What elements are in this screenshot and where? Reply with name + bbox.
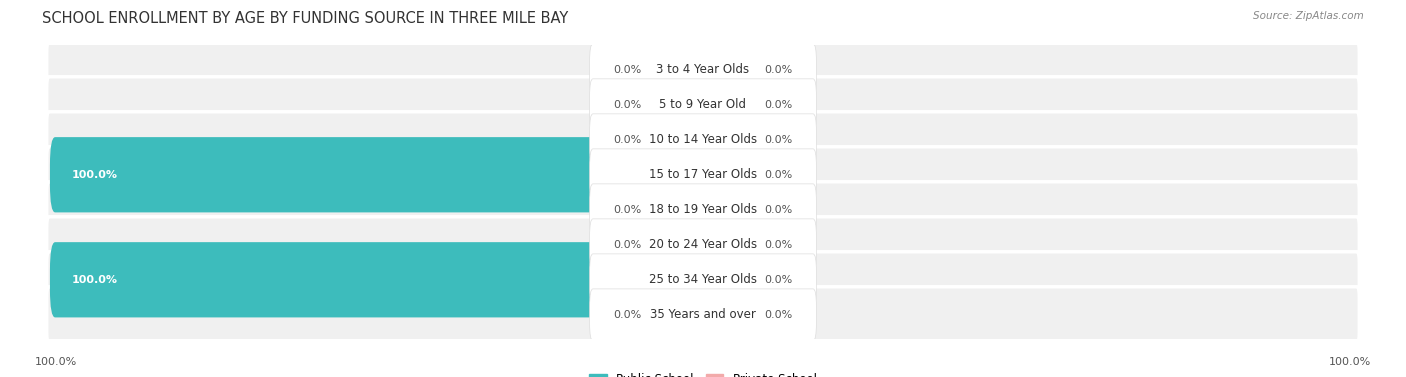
- FancyBboxPatch shape: [589, 254, 817, 306]
- Text: 10 to 14 Year Olds: 10 to 14 Year Olds: [650, 133, 756, 146]
- FancyBboxPatch shape: [51, 137, 709, 212]
- FancyBboxPatch shape: [697, 207, 761, 282]
- Text: 0.0%: 0.0%: [613, 135, 641, 145]
- Text: 0.0%: 0.0%: [613, 310, 641, 320]
- Text: 0.0%: 0.0%: [765, 310, 793, 320]
- Text: 0.0%: 0.0%: [765, 65, 793, 75]
- FancyBboxPatch shape: [645, 102, 709, 178]
- Text: 0.0%: 0.0%: [613, 65, 641, 75]
- FancyBboxPatch shape: [46, 112, 1360, 168]
- Text: 35 Years and over: 35 Years and over: [650, 308, 756, 321]
- FancyBboxPatch shape: [46, 147, 1360, 203]
- FancyBboxPatch shape: [697, 172, 761, 247]
- FancyBboxPatch shape: [46, 252, 1360, 308]
- Text: SCHOOL ENROLLMENT BY AGE BY FUNDING SOURCE IN THREE MILE BAY: SCHOOL ENROLLMENT BY AGE BY FUNDING SOUR…: [42, 11, 568, 26]
- Text: 25 to 34 Year Olds: 25 to 34 Year Olds: [650, 273, 756, 286]
- Text: 100.0%: 100.0%: [35, 357, 77, 367]
- FancyBboxPatch shape: [589, 184, 817, 236]
- FancyBboxPatch shape: [645, 172, 709, 247]
- Text: Source: ZipAtlas.com: Source: ZipAtlas.com: [1253, 11, 1364, 21]
- FancyBboxPatch shape: [645, 207, 709, 282]
- FancyBboxPatch shape: [51, 242, 709, 317]
- FancyBboxPatch shape: [697, 67, 761, 143]
- FancyBboxPatch shape: [46, 287, 1360, 343]
- FancyBboxPatch shape: [46, 42, 1360, 98]
- FancyBboxPatch shape: [46, 77, 1360, 133]
- Text: 0.0%: 0.0%: [765, 240, 793, 250]
- FancyBboxPatch shape: [589, 289, 817, 341]
- Text: 0.0%: 0.0%: [613, 205, 641, 215]
- FancyBboxPatch shape: [645, 67, 709, 143]
- Text: 0.0%: 0.0%: [765, 205, 793, 215]
- FancyBboxPatch shape: [589, 44, 817, 96]
- FancyBboxPatch shape: [589, 149, 817, 201]
- FancyBboxPatch shape: [697, 102, 761, 178]
- Text: 0.0%: 0.0%: [765, 135, 793, 145]
- FancyBboxPatch shape: [589, 79, 817, 131]
- Text: 100.0%: 100.0%: [72, 275, 117, 285]
- FancyBboxPatch shape: [46, 182, 1360, 238]
- Text: 0.0%: 0.0%: [765, 170, 793, 180]
- Text: 100.0%: 100.0%: [72, 170, 117, 180]
- Text: 0.0%: 0.0%: [765, 275, 793, 285]
- Text: 3 to 4 Year Olds: 3 to 4 Year Olds: [657, 63, 749, 76]
- FancyBboxPatch shape: [697, 242, 761, 317]
- FancyBboxPatch shape: [697, 32, 761, 107]
- FancyBboxPatch shape: [645, 32, 709, 107]
- Text: 0.0%: 0.0%: [613, 100, 641, 110]
- FancyBboxPatch shape: [697, 277, 761, 352]
- Text: 20 to 24 Year Olds: 20 to 24 Year Olds: [650, 238, 756, 251]
- FancyBboxPatch shape: [589, 114, 817, 166]
- FancyBboxPatch shape: [46, 217, 1360, 273]
- Text: 18 to 19 Year Olds: 18 to 19 Year Olds: [650, 203, 756, 216]
- Legend: Public School, Private School: Public School, Private School: [589, 373, 817, 377]
- Text: 15 to 17 Year Olds: 15 to 17 Year Olds: [650, 168, 756, 181]
- Text: 0.0%: 0.0%: [613, 240, 641, 250]
- Text: 100.0%: 100.0%: [1329, 357, 1371, 367]
- FancyBboxPatch shape: [697, 137, 761, 212]
- FancyBboxPatch shape: [589, 219, 817, 271]
- Text: 0.0%: 0.0%: [765, 100, 793, 110]
- Text: 5 to 9 Year Old: 5 to 9 Year Old: [659, 98, 747, 111]
- FancyBboxPatch shape: [645, 277, 709, 352]
